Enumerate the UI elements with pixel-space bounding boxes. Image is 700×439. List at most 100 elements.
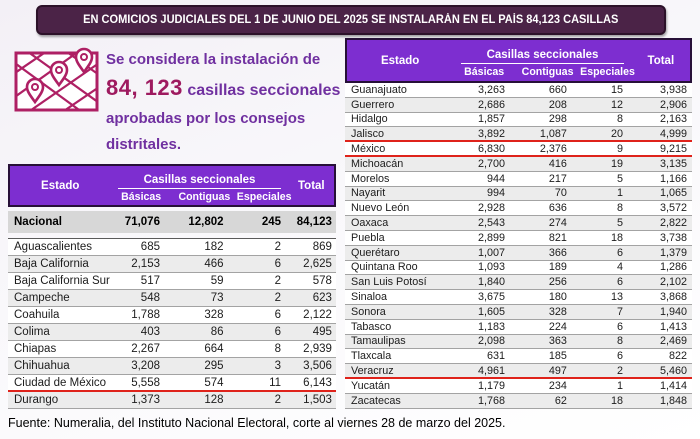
cell-total: 4,999 — [659, 127, 687, 140]
cell-basicas: 2,267 — [131, 343, 160, 355]
cell-basicas: 6,830 — [477, 142, 506, 155]
table-row: Durango 1,373 128 2 1,503 — [8, 392, 336, 409]
cell-total: 6,143 — [303, 376, 332, 389]
column-group-label: Casillas seccionales — [118, 168, 281, 189]
table-row: Tamaulipas 2,098 363 8 2,469 — [345, 334, 692, 350]
cell-especiales: 8 — [274, 343, 282, 355]
cell-estado: Aguascalientes — [14, 241, 92, 253]
column-header-especiales: Especiales — [580, 66, 635, 79]
table-row: Tlaxcala 631 185 6 822 — [345, 349, 692, 365]
cell-estado: Coahuila — [14, 309, 60, 321]
cell-total: 1,065 — [659, 187, 687, 200]
cell-contiguas: 185 — [548, 350, 567, 363]
cell-total: 3,135 — [659, 157, 687, 170]
cell-contiguas: 660 — [548, 83, 567, 96]
cell-estado: Querétaro — [351, 246, 400, 259]
cell-especiales: 18 — [610, 394, 623, 407]
table-row: Querétaro 1,007 366 6 1,379 — [345, 245, 692, 261]
cell-estado: Yucatán — [351, 379, 391, 392]
right-table: Estado Casillas seccionales Básicas Cont… — [345, 38, 692, 409]
cell-especiales: 18 — [610, 231, 623, 244]
cell-estado: Tabasco — [351, 320, 392, 333]
cell-especiales: 6 — [616, 320, 623, 333]
cell-contiguas: 328 — [548, 305, 567, 318]
cell-contiguas: 12,802 — [188, 216, 224, 228]
cell-estado: Guerrero — [351, 98, 395, 111]
table-row: Chiapas 2,267 664 8 2,939 — [8, 341, 336, 358]
cell-especiales: 6 — [616, 246, 623, 259]
cell-total: 2,822 — [659, 217, 687, 230]
column-header-estado: Estado — [41, 179, 80, 192]
table-row: San Luis Potosí 1,840 256 6 2,102 — [345, 275, 692, 291]
cell-estado: Guanajuato — [351, 83, 407, 96]
cell-basicas: 944 — [487, 172, 506, 185]
cell-total: 2,906 — [659, 98, 687, 111]
cell-basicas: 2,153 — [131, 258, 160, 270]
cell-contiguas: 128 — [204, 394, 224, 406]
cell-basicas: 4,961 — [477, 364, 506, 377]
cell-total: 1,940 — [659, 305, 687, 318]
cell-contiguas: 574 — [204, 376, 224, 389]
cell-contiguas: 363 — [548, 335, 567, 348]
cell-especiales: 2 — [274, 241, 282, 253]
cell-total: 623 — [312, 292, 332, 304]
cell-contiguas: 70 — [554, 187, 567, 200]
cell-contiguas: 208 — [548, 98, 567, 111]
table-row: Yucatán 1,179 234 1 1,414 — [345, 378, 692, 394]
column-header-basicas: Básicas — [121, 190, 162, 203]
cell-contiguas: 224 — [548, 320, 567, 333]
cell-estado: Nuevo León — [351, 202, 410, 215]
cell-total: 3,938 — [659, 83, 687, 96]
cell-basicas: 685 — [140, 241, 160, 253]
column-header-contiguas: Contiguas — [521, 66, 574, 79]
cell-basicas: 548 — [140, 292, 160, 304]
cell-total: 1,414 — [659, 379, 687, 392]
intro-text-block: Se considera la instalación de 84, 123 c… — [106, 47, 346, 158]
cell-contiguas: 466 — [204, 258, 224, 270]
cell-contiguas: 62 — [554, 394, 567, 407]
cell-total: 9,215 — [659, 142, 687, 155]
cell-basicas: 3,208 — [131, 360, 160, 372]
column-header-estado: Estado — [380, 54, 420, 67]
table-row: Nayarit 994 70 1 1,065 — [345, 186, 692, 202]
table-row: Campeche 548 73 2 623 — [8, 290, 336, 307]
cell-total: 2,163 — [659, 113, 687, 126]
table-row: Baja California 2,153 466 6 2,625 — [8, 256, 336, 273]
cell-basicas: 3,675 — [477, 291, 506, 304]
table-row: Nuevo León 2,928 636 8 3,572 — [345, 201, 692, 217]
cell-especiales: 11 — [269, 376, 282, 389]
cell-especiales: 1 — [616, 187, 623, 200]
column-header-total: Total — [647, 54, 675, 67]
table-row: Puebla 2,899 821 18 3,738 — [345, 230, 692, 246]
cell-especiales: 5 — [616, 172, 623, 185]
table-row: Sonora 1,605 328 7 1,940 — [345, 304, 692, 320]
table-row: Oaxaca 2,543 274 5 2,822 — [345, 216, 692, 231]
cell-basicas: 1,373 — [131, 394, 160, 406]
cell-estado: Colima — [14, 326, 50, 338]
source-note: Fuente: Numeralia, del Instituto Naciona… — [8, 416, 506, 430]
cell-especiales: 2 — [274, 394, 282, 406]
cell-total: 822 — [668, 350, 687, 363]
cell-contiguas: 59 — [210, 275, 224, 287]
cell-total: 1,848 — [659, 394, 687, 407]
cell-total: 1,413 — [659, 320, 687, 333]
cell-total: 578 — [312, 275, 332, 287]
cell-contiguas: 256 — [548, 276, 567, 289]
cell-especiales: 2 — [616, 364, 623, 377]
cell-basicas: 1,183 — [477, 320, 506, 333]
cell-especiales: 6 — [274, 309, 282, 321]
cell-contiguas: 328 — [204, 309, 224, 321]
cell-basicas: 1,840 — [477, 276, 506, 289]
cell-contiguas: 180 — [548, 291, 567, 304]
cell-basicas: 1,857 — [477, 113, 506, 126]
intro-line-4: distritales. — [106, 136, 182, 153]
cell-basicas: 1,179 — [477, 379, 506, 392]
cell-especiales: 6 — [616, 276, 623, 289]
cell-especiales: 8 — [616, 335, 623, 348]
cell-estado: Hidalgo — [351, 113, 388, 126]
cell-basicas: 2,686 — [477, 98, 506, 111]
column-header-contiguas: Contiguas — [178, 190, 231, 203]
table-row: Tabasco 1,183 224 6 1,413 — [345, 319, 692, 335]
right-table-header: Estado Casillas seccionales Básicas Cont… — [345, 38, 692, 83]
banner-text: EN COMICIOS JUDICIALES DEL 1 DE JUNIO DE… — [83, 14, 619, 26]
